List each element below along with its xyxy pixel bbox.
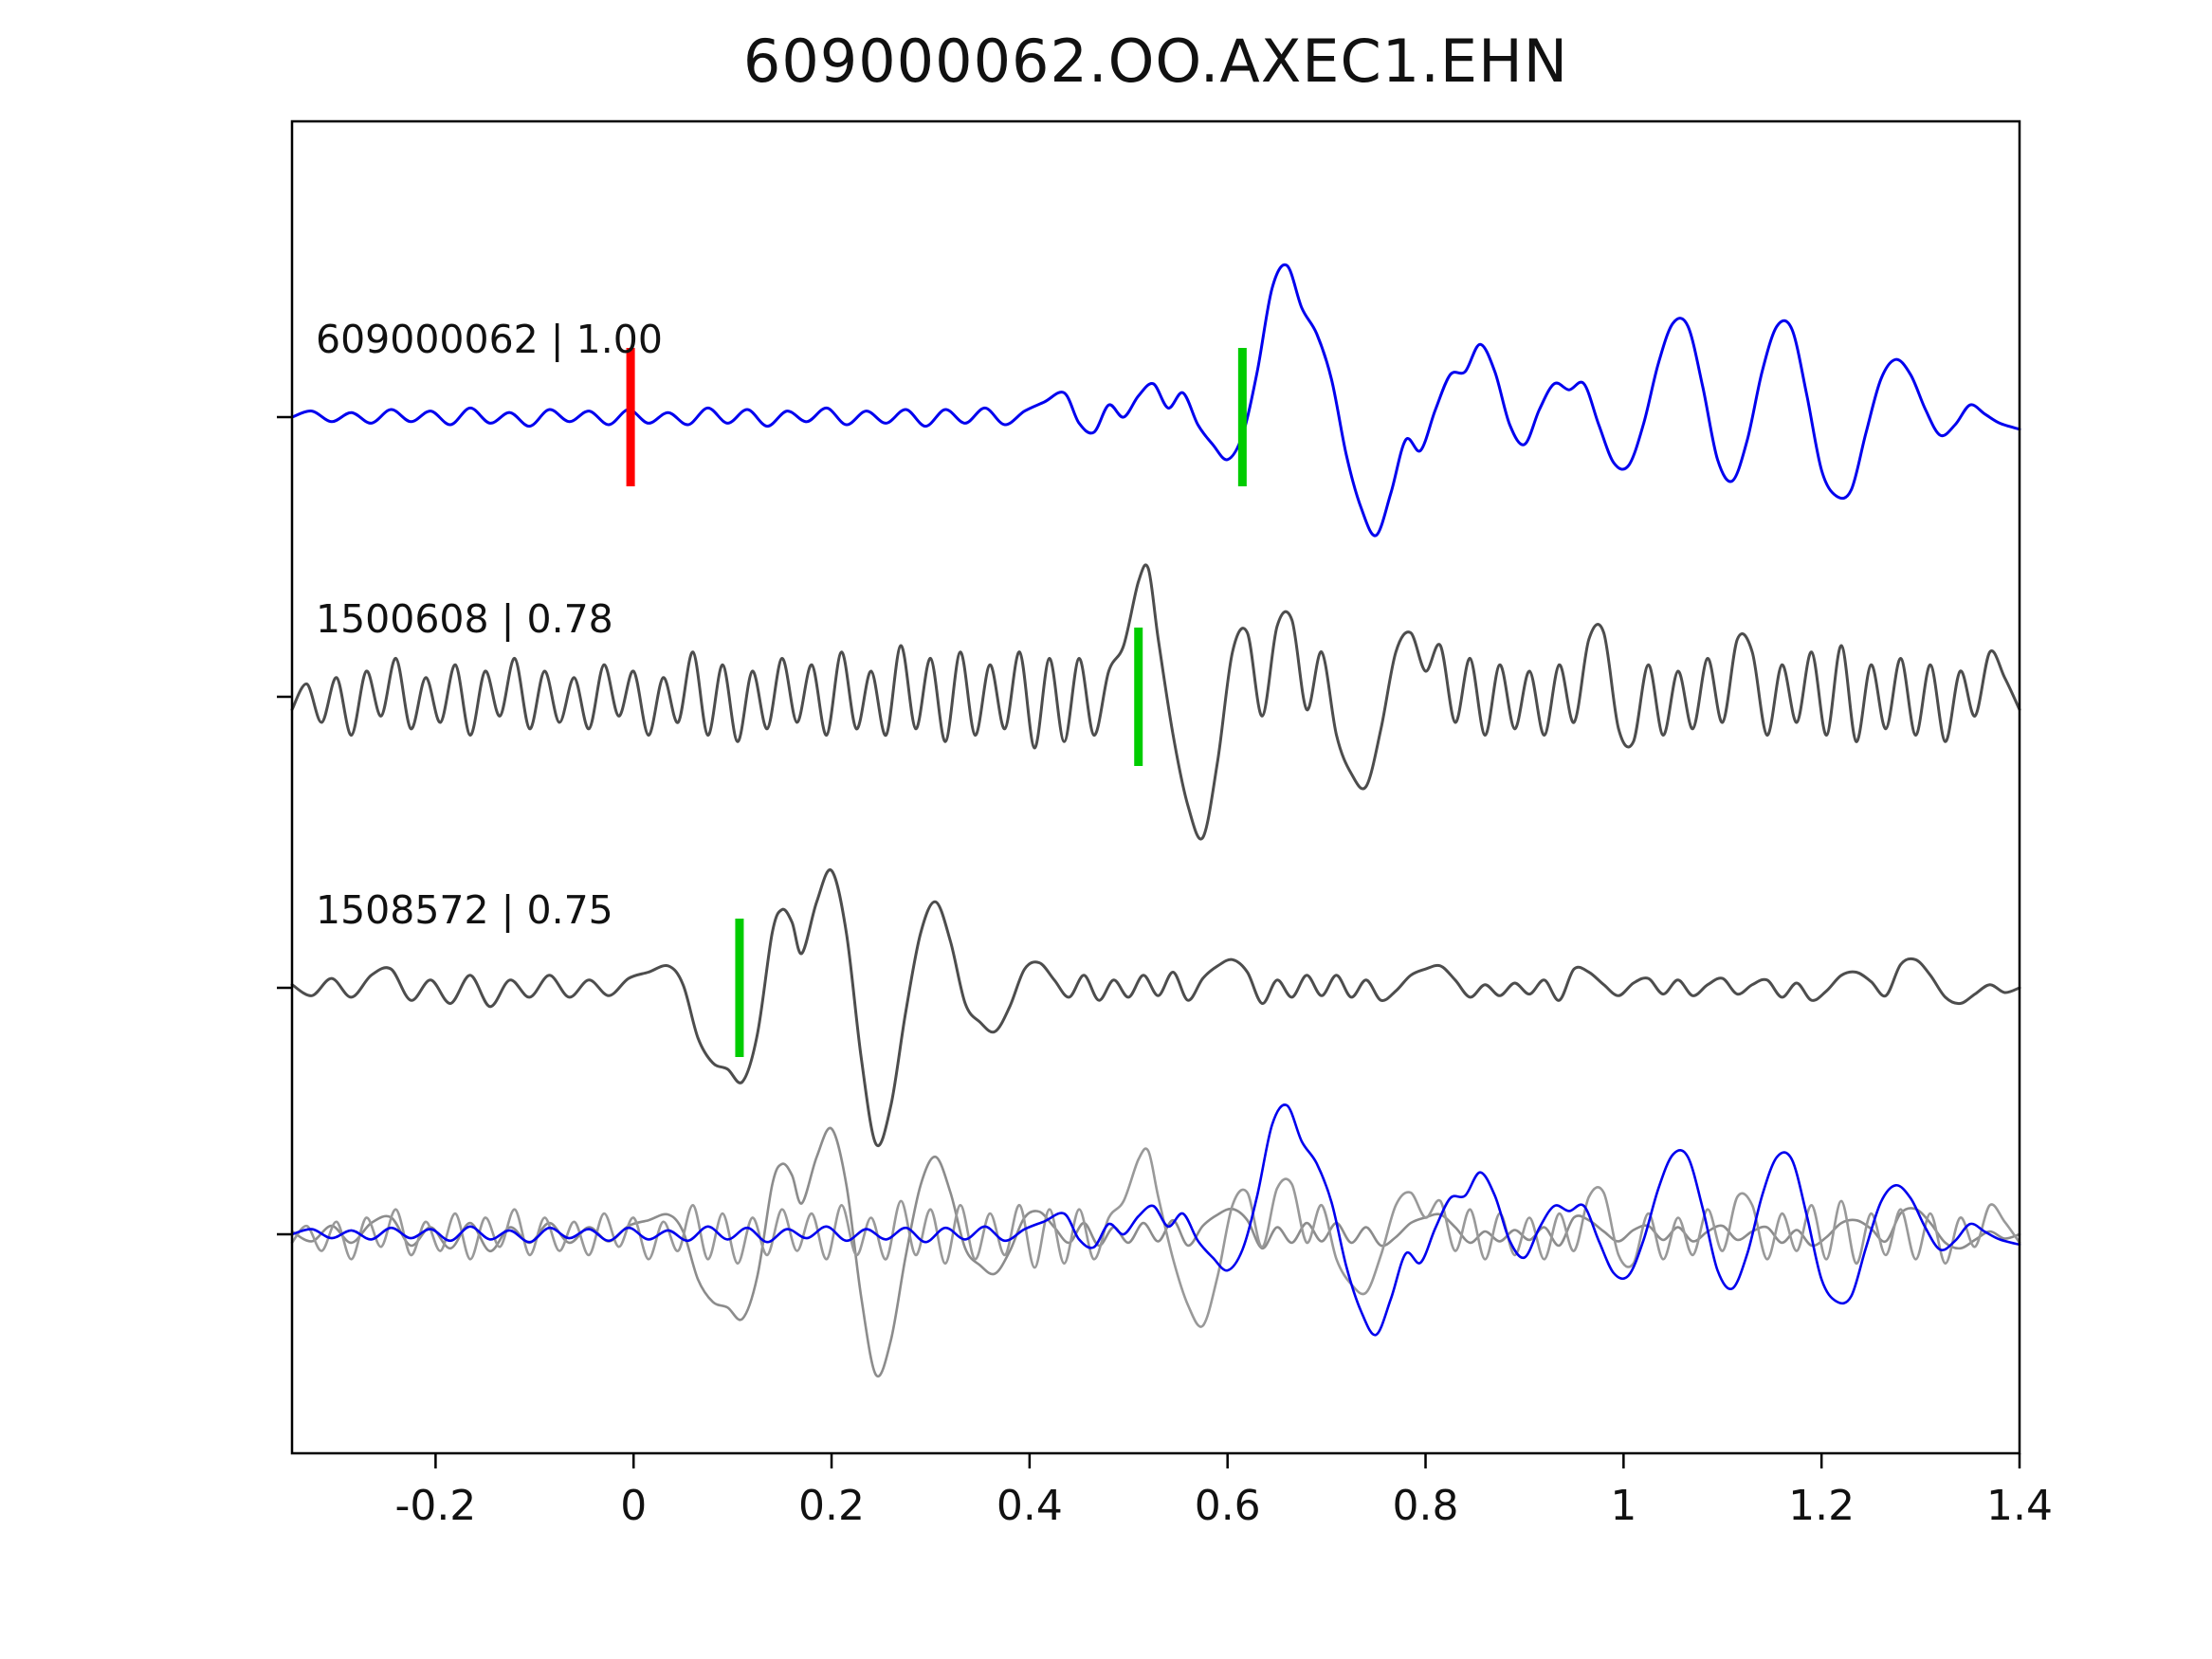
chart-title: 609000062.OO.AXEC1.EHN (742, 27, 1569, 96)
x-tick-label: 0.8 (1393, 1482, 1459, 1530)
waveform-trace-609000062 (290, 263, 2021, 538)
x-tick-label: 0.2 (798, 1482, 865, 1530)
x-tick-label: 0 (620, 1482, 647, 1530)
waveform-trace-1500608 (290, 563, 2021, 841)
x-tick-label: 1.4 (1986, 1482, 2053, 1530)
trace-label-609000062: 609000062 | 1.00 (316, 317, 663, 362)
trace-label-1508572: 1508572 | 0.75 (316, 887, 613, 933)
x-tick-label: -0.2 (394, 1482, 476, 1530)
trace-label-1500608: 1500608 | 0.78 (316, 596, 613, 642)
x-tick-label: 1 (1610, 1482, 1636, 1530)
x-tick-label: 0.4 (996, 1482, 1063, 1530)
waveform-trace-1508572 (290, 868, 2021, 1148)
overlay-trace-609000062 (290, 1103, 2021, 1337)
overlay-trace-1508572 (290, 1126, 2021, 1378)
axes-frame (290, 119, 2021, 1455)
x-tick-label: 1.2 (1788, 1482, 1855, 1530)
overlay-trace-1500608 (290, 1147, 2021, 1328)
x-tick-label: 0.6 (1195, 1482, 1261, 1530)
